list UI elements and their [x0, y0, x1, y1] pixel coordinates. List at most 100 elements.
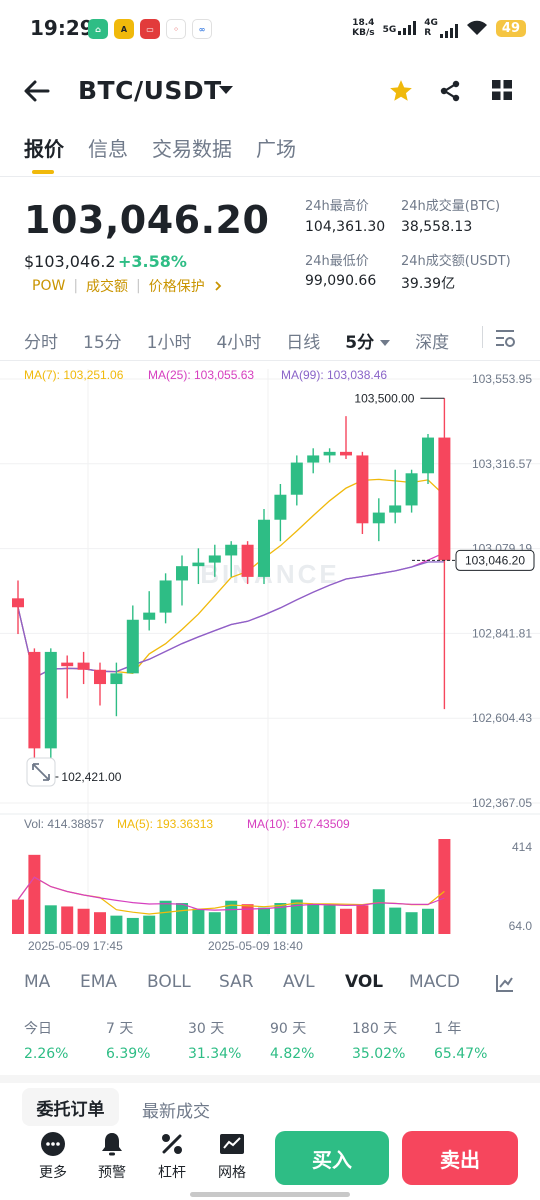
- tab-info[interactable]: 信息: [88, 137, 128, 161]
- indicator-sar[interactable]: SAR: [219, 972, 254, 992]
- time-label: 2025-05-09 18:40: [208, 939, 303, 953]
- top-bar: BTC/USDT: [0, 68, 540, 116]
- vol-btc-value: 38,558.13: [401, 219, 473, 235]
- candle: [61, 655, 74, 699]
- perf-value: 6.39%: [106, 1046, 151, 1062]
- volume-bar: [28, 854, 41, 934]
- candle-body: [126, 619, 139, 674]
- app-notification-icon: ▭: [140, 19, 160, 39]
- candle: [143, 591, 156, 631]
- tag-pow[interactable]: POW: [32, 278, 66, 294]
- bottom-action-bar: 更多 预警 杠杆 网格 买入 卖出: [0, 1126, 540, 1188]
- indicator-vol[interactable]: VOL: [345, 972, 384, 992]
- alert-button[interactable]: 预警: [87, 1130, 137, 1182]
- back-arrow-icon[interactable]: [22, 76, 52, 106]
- ma99-legend: MA(99): 103,038.46: [281, 368, 387, 382]
- interval-15m[interactable]: 15分: [83, 333, 122, 353]
- candle-body: [389, 505, 402, 513]
- volume-bar: [405, 912, 418, 934]
- volume-bar: [307, 904, 320, 934]
- perf-value: 2.26%: [24, 1046, 69, 1062]
- volume-bar: [126, 917, 139, 934]
- tag-turnover[interactable]: 成交额: [86, 279, 129, 295]
- candle-body: [61, 662, 74, 667]
- price-tags: POW | 成交额 | 价格保护: [32, 276, 223, 296]
- leverage-button[interactable]: 杠杆: [147, 1130, 197, 1182]
- signal-roaming: R: [424, 28, 432, 38]
- candle-body: [94, 669, 106, 685]
- candlestick-chart[interactable]: BINANCE 103,553.95103,316.57103,079.1910…: [0, 361, 540, 956]
- chart-settings-icon[interactable]: [494, 328, 516, 348]
- indicator-avl[interactable]: AVL: [283, 972, 315, 992]
- net-speed: 18.4 KB/s: [352, 18, 374, 38]
- volume-bar: [110, 915, 123, 934]
- price-axis-tick: 102,841.81: [472, 626, 532, 640]
- volume-bar: [77, 908, 90, 934]
- section-separator: [0, 1075, 540, 1083]
- candle-body: [143, 612, 156, 620]
- volume-bar: [12, 899, 24, 934]
- interval-depth[interactable]: 深度: [415, 333, 450, 353]
- time-label: 2025-05-09 17:45: [28, 939, 123, 953]
- favorite-star-icon[interactable]: [388, 78, 414, 104]
- expand-icon[interactable]: [26, 757, 56, 787]
- tab-square[interactable]: 广场: [256, 137, 296, 161]
- chevron-right-icon[interactable]: [213, 280, 223, 292]
- share-icon[interactable]: [438, 78, 462, 104]
- indicator-macd[interactable]: MACD: [409, 972, 460, 992]
- candle-body: [192, 562, 205, 567]
- buy-button[interactable]: 买入: [275, 1131, 389, 1185]
- perf-item: 1 年 65.47%: [434, 1018, 514, 1062]
- candle: [438, 398, 451, 710]
- volume-bar: [176, 903, 188, 934]
- tab-open-orders[interactable]: 委托订单: [22, 1088, 119, 1126]
- indicator-ma[interactable]: MA: [24, 972, 51, 992]
- tab-trading-data[interactable]: 交易数据: [152, 137, 232, 161]
- active-tab-indicator: [32, 170, 54, 174]
- perf-label: 1 年: [434, 1021, 462, 1037]
- candle-body: [225, 544, 238, 556]
- high-marker-label: 103,500.00: [354, 391, 414, 405]
- interval-1h[interactable]: 1小时: [146, 333, 192, 353]
- app-notification-icon: A: [114, 19, 134, 39]
- interval-timeline[interactable]: 分时: [24, 333, 58, 353]
- interval-5m-label: 5分: [345, 333, 375, 353]
- vol-axis-tick: 64.0: [509, 919, 533, 933]
- candle-body: [208, 555, 221, 563]
- interval-5m[interactable]: 5分: [345, 328, 391, 353]
- candle: [110, 662, 123, 717]
- interval-1d[interactable]: 日线: [286, 333, 321, 353]
- price-chart[interactable]: BINANCE 103,553.95103,316.57103,079.1910…: [0, 361, 540, 956]
- candle-body: [77, 662, 90, 670]
- perf-value: 35.02%: [352, 1046, 406, 1062]
- volume-bars: [12, 839, 451, 934]
- tag-price-protect[interactable]: 价格保护: [148, 279, 205, 295]
- candle-body: [290, 462, 303, 495]
- signal-5g-label: 5G: [382, 25, 397, 35]
- more-button[interactable]: 更多: [28, 1130, 78, 1182]
- candle-body: [422, 437, 434, 474]
- tab-quote[interactable]: 报价: [24, 137, 64, 161]
- grid-button[interactable]: 网格: [207, 1130, 257, 1182]
- volume-ma-lines: [17, 876, 445, 915]
- layout-grid-icon[interactable]: [490, 78, 514, 102]
- low-24h-label: 24h最低价: [305, 254, 369, 269]
- candle-body: [176, 566, 188, 581]
- candle-body: [438, 437, 451, 561]
- indicator-settings-icon[interactable]: [494, 972, 516, 994]
- pair-title[interactable]: BTC/USDT: [78, 76, 222, 105]
- indicator-ema[interactable]: EMA: [80, 972, 118, 992]
- vol-btc-label: 24h成交量(BTC): [401, 199, 501, 214]
- sell-button[interactable]: 卖出: [402, 1131, 518, 1185]
- candle-body: [405, 473, 418, 506]
- interval-4h[interactable]: 4小时: [216, 333, 262, 353]
- divider: [0, 360, 540, 361]
- pair-dropdown-icon[interactable]: [219, 86, 233, 94]
- candle: [126, 605, 139, 674]
- grid-label: 网格: [218, 1165, 246, 1181]
- tag-separator: |: [136, 278, 141, 294]
- high-marker: 103,500.00: [354, 391, 445, 405]
- volume-bar: [208, 912, 221, 934]
- indicator-boll[interactable]: BOLL: [147, 972, 191, 992]
- tab-recent-trades[interactable]: 最新成交: [142, 1102, 210, 1122]
